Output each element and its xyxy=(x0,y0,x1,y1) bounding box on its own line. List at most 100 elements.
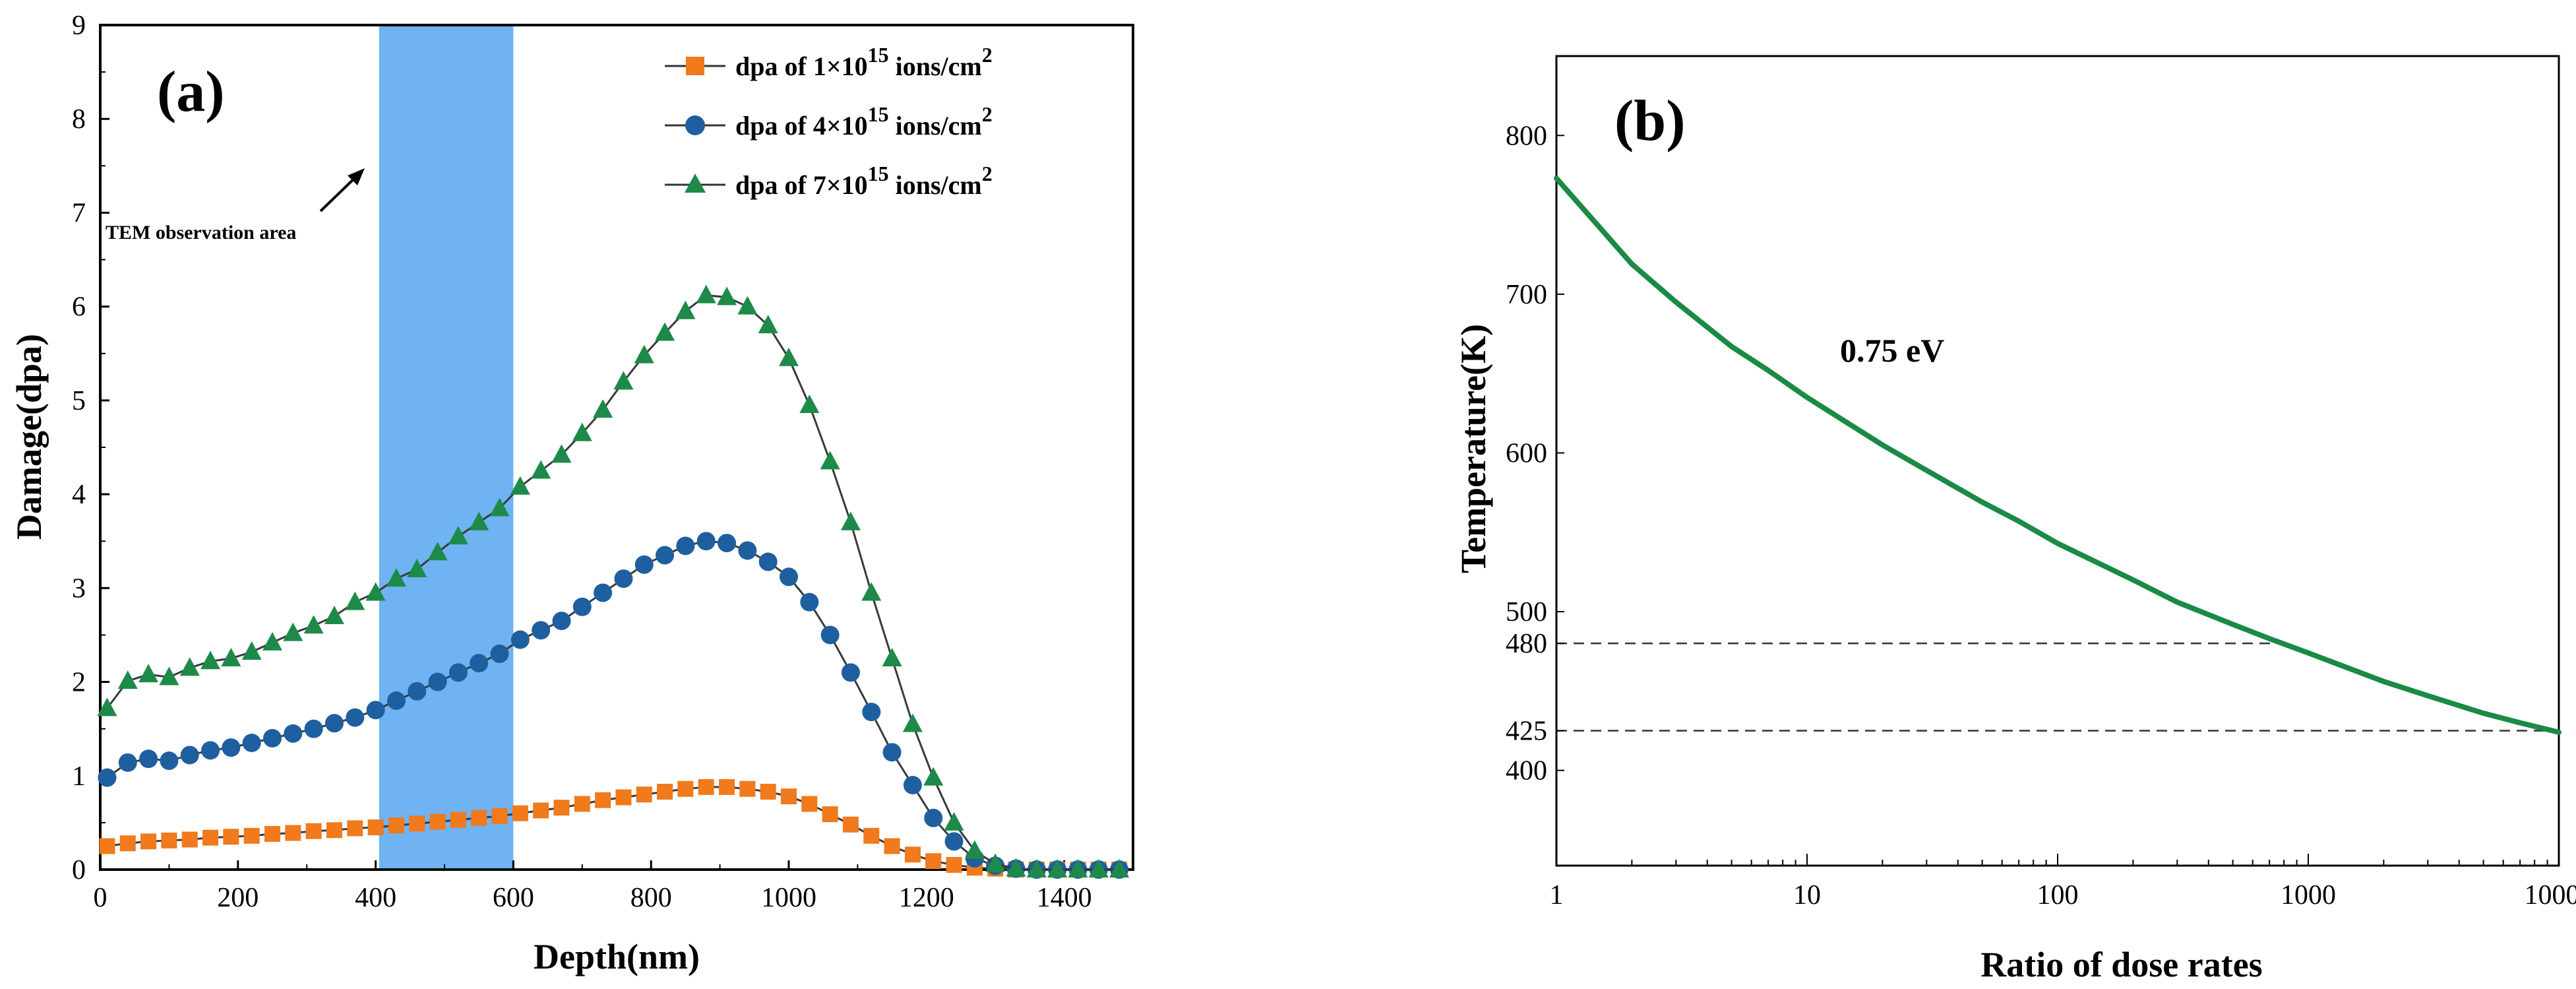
x-tick-label-b: 10000 xyxy=(2525,880,2576,910)
data-point xyxy=(758,315,778,334)
y-tick-label-b: 480 xyxy=(1506,629,1547,659)
data-point xyxy=(781,788,797,805)
y-tick-label-a: 0 xyxy=(72,855,86,885)
data-point xyxy=(822,806,838,823)
data-point xyxy=(303,615,324,634)
data-point xyxy=(882,743,902,762)
data-point xyxy=(944,812,964,831)
data-point xyxy=(861,582,882,601)
data-point xyxy=(717,286,737,305)
data-point xyxy=(553,800,570,816)
data-point xyxy=(863,827,880,844)
data-point xyxy=(675,300,696,319)
data-point xyxy=(221,648,241,666)
data-point xyxy=(510,476,530,495)
panel-label-a: (a) xyxy=(157,60,225,124)
data-point xyxy=(365,582,386,601)
data-point xyxy=(117,670,138,689)
data-point xyxy=(97,697,117,717)
data-point xyxy=(264,825,280,842)
legend-rest-1: ions/cm xyxy=(889,51,982,81)
y-tick-label-a: 3 xyxy=(72,573,86,604)
data-point xyxy=(429,814,446,830)
y-tick-label-b: 400 xyxy=(1506,756,1547,786)
data-point xyxy=(345,591,365,610)
data-point xyxy=(450,812,466,828)
annotation-arrowhead-a xyxy=(348,168,365,185)
series-group-b xyxy=(1554,175,2561,735)
series-a-2 xyxy=(98,532,1129,879)
data-point xyxy=(427,542,448,561)
data-point xyxy=(594,583,613,602)
legend-marker-triangle xyxy=(685,174,706,193)
data-point xyxy=(262,631,282,651)
series-line-a-3 xyxy=(106,294,1120,871)
y-tick-label-b: 700 xyxy=(1506,280,1547,310)
highlight-band-a xyxy=(379,25,514,870)
data-point xyxy=(595,792,611,808)
data-point xyxy=(490,644,509,663)
data-point xyxy=(407,558,427,577)
x-tick-label-b: 1 xyxy=(1550,880,1564,910)
legend-entry-1: dpa of 1×1015 ions/cm2 xyxy=(665,43,993,81)
data-point xyxy=(820,625,840,645)
data-point xyxy=(946,856,962,873)
data-point xyxy=(677,781,694,797)
data-point xyxy=(924,808,943,827)
legend-entry-2: dpa of 4×1015 ions/cm2 xyxy=(665,102,993,141)
data-point xyxy=(964,840,985,859)
data-point xyxy=(284,724,303,743)
svg-text:dpa of 1×1015 ions/cm2: dpa of 1×1015 ions/cm2 xyxy=(735,43,993,81)
data-point xyxy=(737,296,758,315)
data-point xyxy=(470,654,489,673)
data-point xyxy=(718,534,737,553)
legend-sup-1: 15 xyxy=(868,43,889,67)
data-point xyxy=(243,827,260,844)
data-point xyxy=(985,853,1006,872)
data-point xyxy=(758,552,778,571)
x-tick-label-a: 1000 xyxy=(761,883,816,913)
data-point xyxy=(347,820,363,837)
data-point xyxy=(944,832,964,851)
legend-sup-2: 15 xyxy=(868,102,889,126)
data-point xyxy=(696,532,716,551)
legend-entry-3: dpa of 7×1015 ions/cm2 xyxy=(665,162,993,200)
y-axis-a: 0 1 2 3 4 5 6 7 8 9 xyxy=(72,11,109,885)
data-point xyxy=(448,526,468,545)
data-point xyxy=(1047,859,1068,877)
data-point xyxy=(367,819,384,835)
x-tick-label-a: 800 xyxy=(630,883,672,913)
data-point xyxy=(572,422,592,441)
data-point xyxy=(902,713,923,732)
y-axis-label-b: Temperature(K) xyxy=(1454,324,1493,573)
legend-rest-3: ions/cm xyxy=(889,170,982,200)
panel-label-b: (b) xyxy=(1614,89,1686,153)
curve-label-b: 0.75 eV xyxy=(1840,332,1944,369)
annotation-tem-a: TEM observation area xyxy=(106,168,365,243)
x-tick-label-a: 1200 xyxy=(899,883,954,913)
data-point xyxy=(138,664,159,683)
data-point xyxy=(841,663,860,682)
data-point xyxy=(779,347,799,366)
legend-sup2-3: 2 xyxy=(982,162,993,185)
data-point xyxy=(551,444,572,463)
y-tick-label-a: 8 xyxy=(72,104,86,135)
data-point xyxy=(532,621,551,640)
data-point xyxy=(1026,859,1047,877)
data-point xyxy=(388,817,404,834)
data-point xyxy=(428,672,447,691)
data-point xyxy=(161,832,177,848)
series-line-b xyxy=(1554,175,2561,735)
data-point xyxy=(676,536,695,556)
series-a-3 xyxy=(97,284,1130,877)
annotation-text-a: TEM observation area xyxy=(106,222,296,243)
data-point xyxy=(512,805,528,821)
data-point xyxy=(657,783,673,800)
y-axis-label-a: Damage(dpa) xyxy=(9,334,49,540)
data-point xyxy=(531,460,551,479)
data-point xyxy=(241,641,262,660)
data-point xyxy=(882,648,902,666)
